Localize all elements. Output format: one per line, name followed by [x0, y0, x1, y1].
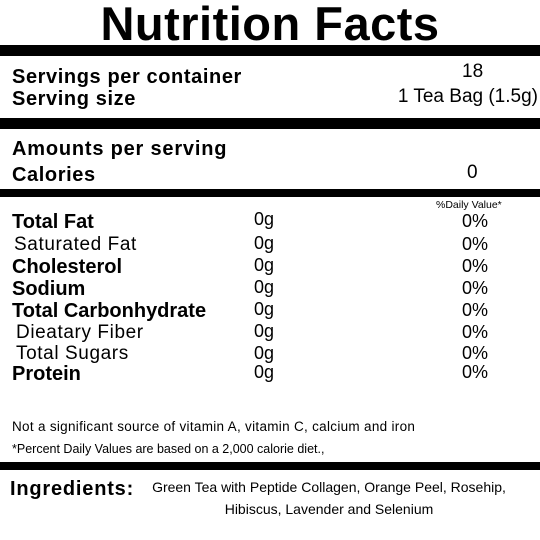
ingredients-text: Green Tea with Peptide Collagen, Orange … [152, 479, 506, 517]
thick-divider-ingredients [0, 462, 540, 470]
nutrient-amount-total-sugars: 0g [254, 343, 275, 363]
daily-value-header: %Daily Value* [436, 199, 502, 211]
nutrient-dv-total-sugars: 0% [462, 343, 489, 363]
servings-per-container-label: Servings per container [12, 66, 242, 88]
nutrient-amount-sodium: 0g [254, 277, 275, 297]
nutrient-amount-protein: 0g [254, 362, 275, 382]
thick-divider-top [0, 45, 540, 56]
nutrient-amount-total-carbohydrate: 0g [254, 299, 275, 319]
nutrient-dv-total-carbohydrate: 0% [462, 300, 489, 320]
servings-per-container-value: 18 [462, 61, 484, 82]
nutrient-amount-total-fat: 0g [254, 209, 275, 229]
nutrient-name-total-fat: Total Fat [12, 211, 94, 233]
calories-label: Calories [12, 164, 96, 186]
nutrient-dv-dietary-fiber: 0% [462, 322, 489, 342]
nutrient-name-dietary-fiber: Dieatary Fiber [16, 322, 144, 343]
nutrient-dv-total-fat: 0% [462, 211, 489, 231]
label-title: Nutrition Facts [100, 0, 440, 50]
nutrient-amount-saturated-fat: 0g [254, 233, 275, 253]
thick-divider-servings [0, 118, 540, 129]
ingredients-label: Ingredients: [10, 478, 135, 500]
calories-value: 0 [467, 162, 478, 183]
nutrient-dv-protein: 0% [462, 362, 489, 382]
nutrient-name-total-carbohydrate: Total Carbonhydrate [12, 300, 207, 322]
nutrient-name-total-sugars: Total Sugars [16, 343, 129, 364]
serving-size-label: Serving size [12, 88, 136, 110]
daily-values-footnote: *Percent Daily Values are based on a 2,0… [12, 442, 325, 456]
nutrient-name-sodium: Sodium [12, 278, 86, 300]
vitamin-note: Not a significant source of vitamin A, v… [12, 419, 416, 434]
nutrient-name-saturated-fat: Saturated Fat [14, 234, 137, 255]
amounts-per-serving-label: Amounts per serving [12, 138, 228, 160]
nutrient-dv-cholesterol: 0% [462, 256, 489, 276]
nutrient-name-cholesterol: Cholesterol [12, 256, 123, 278]
serving-size-value: 1 Tea Bag (1.5g) [397, 86, 538, 107]
nutrient-name-protein: Protein [12, 363, 81, 385]
nutrient-dv-sodium: 0% [462, 278, 489, 298]
nutrient-dv-saturated-fat: 0% [462, 234, 489, 254]
thick-divider-calories [0, 189, 540, 197]
nutrient-amount-dietary-fiber: 0g [254, 321, 275, 341]
nutrient-amount-cholesterol: 0g [254, 255, 275, 275]
